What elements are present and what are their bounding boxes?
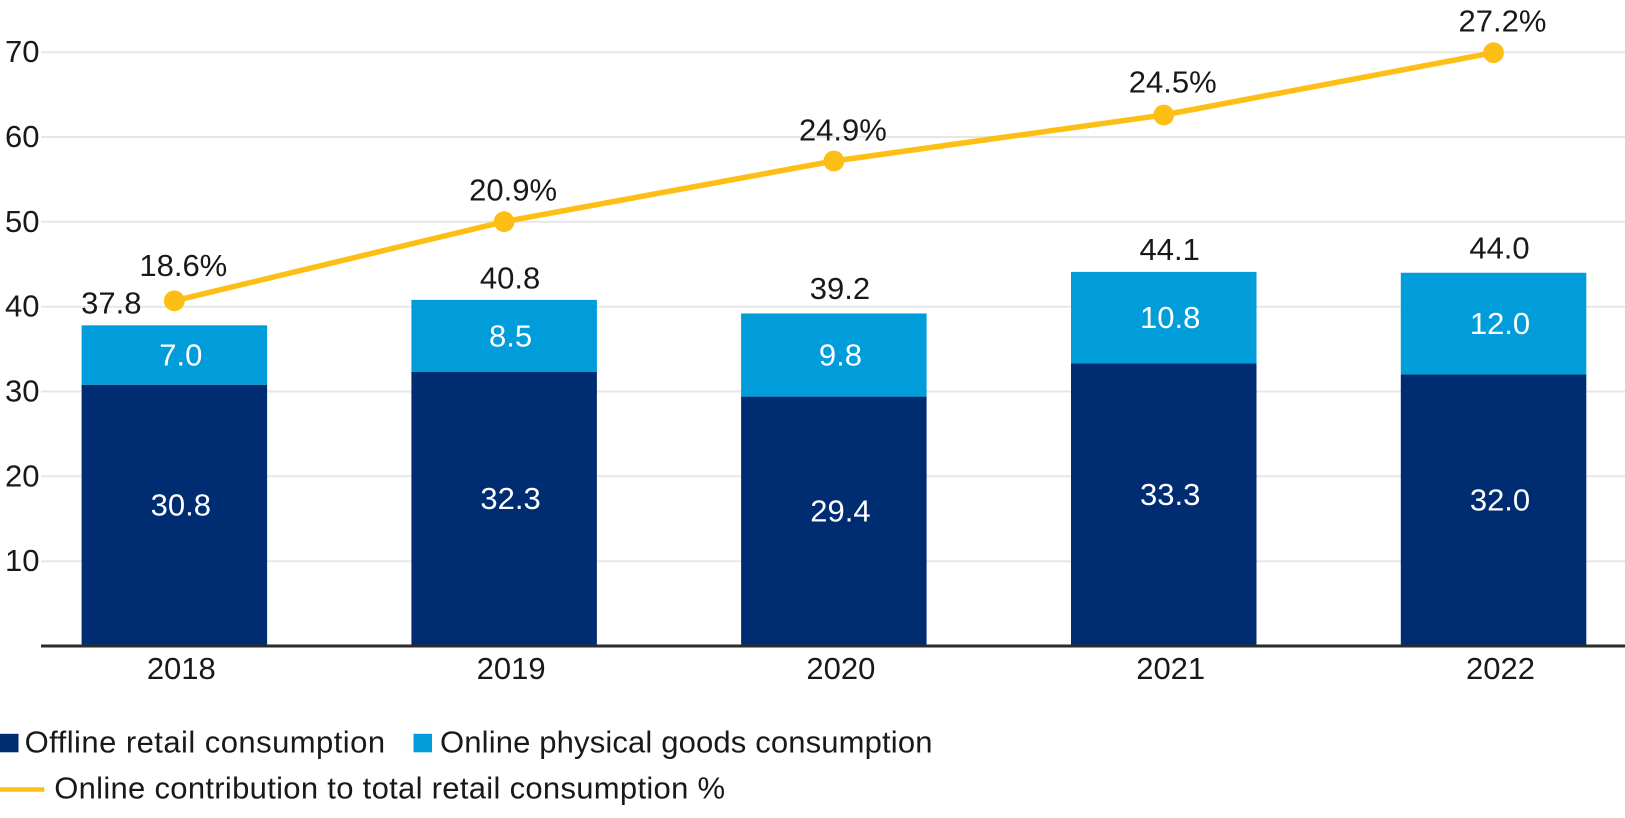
svg-text:44.1: 44.1	[1140, 232, 1200, 267]
svg-text:32.0: 32.0	[1470, 482, 1530, 517]
svg-text:2018: 2018	[147, 651, 216, 686]
svg-text:2021: 2021	[1136, 651, 1205, 686]
svg-text:40: 40	[5, 289, 39, 324]
svg-text:60: 60	[5, 119, 39, 154]
svg-text:9.8: 9.8	[819, 338, 862, 373]
svg-text:70: 70	[5, 34, 39, 69]
svg-text:24.5%: 24.5%	[1129, 64, 1217, 99]
svg-text:7.0: 7.0	[159, 338, 202, 373]
svg-text:32.3: 32.3	[480, 481, 540, 516]
svg-text:Offline retail consumption: Offline retail consumption	[25, 724, 386, 759]
svg-text:2020: 2020	[806, 651, 875, 686]
svg-text:10.8: 10.8	[1140, 300, 1200, 335]
svg-text:Online physical goods consumpt: Online physical goods consumption	[440, 724, 933, 759]
svg-text:39.2: 39.2	[810, 271, 870, 306]
svg-text:40.8: 40.8	[480, 261, 540, 296]
svg-text:2022: 2022	[1466, 651, 1535, 686]
svg-text:29.4: 29.4	[810, 493, 870, 528]
svg-text:Online contribution to total r: Online contribution to total retail cons…	[54, 771, 725, 806]
svg-text:18.6%: 18.6%	[139, 248, 227, 283]
svg-text:30: 30	[5, 374, 39, 409]
svg-text:20.9%: 20.9%	[469, 173, 557, 208]
svg-text:44.0: 44.0	[1469, 231, 1529, 266]
svg-text:2019: 2019	[477, 651, 546, 686]
svg-text:20: 20	[5, 458, 39, 493]
svg-text:8.5: 8.5	[489, 318, 532, 353]
svg-text:37.8: 37.8	[81, 286, 141, 321]
svg-text:30.8: 30.8	[151, 487, 211, 522]
svg-text:33.3: 33.3	[1140, 477, 1200, 512]
svg-text:24.9%: 24.9%	[799, 113, 887, 148]
svg-text:27.2%: 27.2%	[1459, 3, 1547, 38]
svg-text:10: 10	[5, 543, 39, 578]
svg-text:12.0: 12.0	[1470, 306, 1530, 341]
svg-text:50: 50	[5, 204, 39, 239]
